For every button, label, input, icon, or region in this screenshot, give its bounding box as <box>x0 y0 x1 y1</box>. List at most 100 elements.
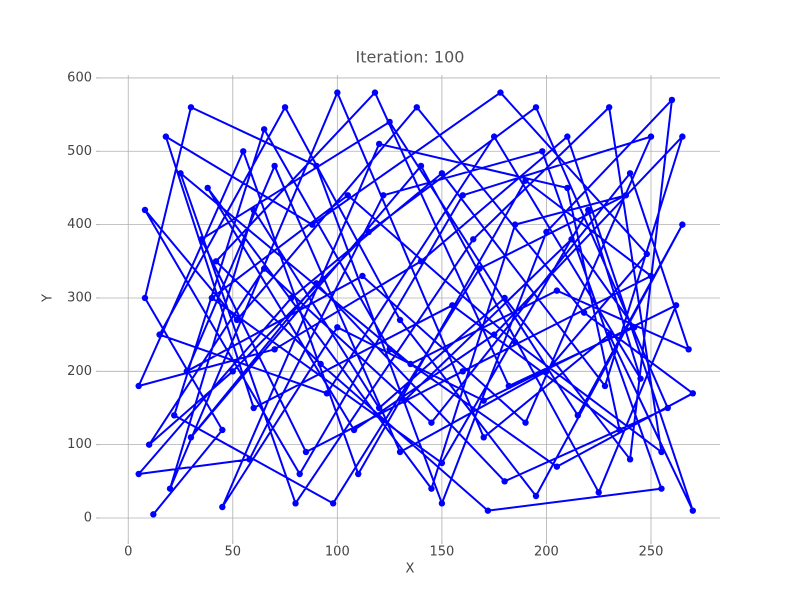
point <box>313 280 320 287</box>
x-tick-label: 50 <box>225 545 242 560</box>
point <box>375 140 383 148</box>
point <box>292 500 299 507</box>
point <box>689 390 697 397</box>
point <box>626 170 634 177</box>
y-tick-label: 0 <box>84 510 92 525</box>
grid: 0 50 100 150 200 250 0 100 200 300 400 500 600 <box>67 70 720 560</box>
point <box>532 492 540 500</box>
point <box>350 426 358 434</box>
point <box>497 89 504 96</box>
point <box>260 126 268 133</box>
point <box>417 258 425 265</box>
point <box>208 294 216 302</box>
point <box>386 118 393 126</box>
point <box>141 206 149 214</box>
point <box>355 470 362 478</box>
point <box>183 368 190 375</box>
point <box>539 148 546 155</box>
point <box>271 162 278 170</box>
x-tick-label: 150 <box>429 545 454 560</box>
point <box>344 192 351 199</box>
point <box>219 503 226 511</box>
point <box>407 360 414 368</box>
tour-line <box>137 91 694 515</box>
point <box>171 412 178 419</box>
point <box>219 426 226 434</box>
point <box>141 294 149 302</box>
x-tick-label: 200 <box>534 545 559 560</box>
point <box>177 170 184 177</box>
point <box>428 419 435 426</box>
point <box>365 228 372 236</box>
x-tick-label: 250 <box>639 545 664 560</box>
point <box>658 485 665 492</box>
point <box>313 162 320 170</box>
point <box>522 177 529 184</box>
point <box>250 206 257 214</box>
point <box>371 89 379 96</box>
point <box>417 162 425 170</box>
point <box>601 382 609 390</box>
point <box>568 236 575 243</box>
point <box>459 368 466 375</box>
x-tick-label: 0 <box>124 545 132 560</box>
chart-title: Iteration: 100 <box>356 48 465 67</box>
point <box>233 316 241 324</box>
point <box>449 302 456 309</box>
point <box>501 478 508 485</box>
point <box>250 404 257 412</box>
point <box>505 382 513 390</box>
point <box>302 448 310 456</box>
point <box>296 470 303 478</box>
x-axis-label: X <box>406 562 415 577</box>
point <box>664 404 671 412</box>
point <box>605 331 613 338</box>
point <box>380 192 387 199</box>
point <box>470 236 477 243</box>
point <box>605 104 613 111</box>
point <box>438 170 446 177</box>
point <box>643 250 651 258</box>
y-tick-label: 200 <box>67 364 92 379</box>
point <box>187 434 195 441</box>
point <box>637 375 644 382</box>
point <box>511 338 519 346</box>
point <box>668 96 676 104</box>
point <box>553 463 561 470</box>
point <box>271 346 278 353</box>
point <box>511 221 519 228</box>
point <box>689 507 697 514</box>
point <box>260 265 268 272</box>
point <box>288 294 295 302</box>
plot <box>135 89 697 518</box>
point <box>580 309 588 316</box>
point <box>438 459 446 467</box>
point <box>679 133 686 140</box>
y-tick-label: 400 <box>67 217 92 232</box>
point <box>476 265 483 272</box>
point <box>323 390 331 397</box>
point <box>334 324 341 331</box>
y-tick-label: 100 <box>67 437 92 452</box>
point <box>522 419 529 426</box>
point <box>198 236 205 243</box>
point <box>150 511 157 518</box>
point <box>401 397 408 404</box>
point <box>553 287 561 294</box>
point <box>595 489 602 496</box>
point <box>386 346 393 353</box>
point <box>246 456 253 463</box>
point <box>685 346 692 353</box>
point <box>490 133 498 140</box>
point <box>622 192 630 199</box>
point <box>679 221 686 228</box>
point <box>309 221 316 228</box>
point <box>490 331 498 338</box>
point <box>166 485 174 492</box>
point <box>334 89 341 96</box>
y-axis-label: Y <box>41 294 56 303</box>
point <box>135 382 142 390</box>
point <box>480 397 487 404</box>
point <box>428 485 435 492</box>
